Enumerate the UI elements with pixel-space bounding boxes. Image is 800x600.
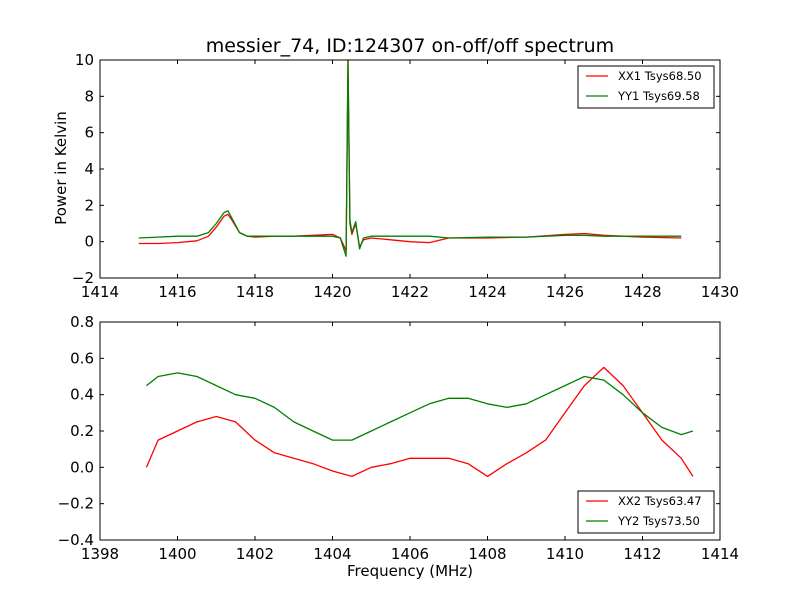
- series-line-1-1: [146, 372, 694, 441]
- top-chart: messier_74, ID:124307 on-off/off spectru…: [52, 35, 739, 301]
- top-plot-area: 1414 1416 1418 1420 1422 1424 1426 1428 1430 −2 0 2…: [72, 51, 739, 301]
- y-tick-label: 10: [75, 51, 94, 69]
- y-tick-label: 0: [84, 233, 94, 251]
- series-line-1-0: [145, 366, 694, 478]
- x-tick-label: 1414: [81, 283, 119, 301]
- y-tick-label: −0.2: [58, 495, 94, 513]
- legend-label-yy1: YY1 Tsys69.58: [617, 89, 700, 103]
- top-legend: XX1 Tsys68.50 YY1 Tsys69.58: [577, 65, 715, 109]
- x-tick-label: 1422: [391, 283, 429, 301]
- x-tick-label: 1416: [158, 283, 196, 301]
- x-axis-label: Frequency (MHz): [347, 562, 473, 580]
- legend-frame: [577, 65, 715, 109]
- bottom-axes-frame: [99, 321, 721, 541]
- legend-frame: [577, 490, 715, 534]
- x-tick-label: 1410: [546, 545, 584, 563]
- x-tick-label: 1408: [468, 545, 506, 563]
- x-tick-label: 1412: [623, 545, 661, 563]
- y-tick-label: −2: [72, 269, 94, 287]
- top-axes-frame: [99, 59, 721, 279]
- legend-label-xx2: XX2 Tsys63.47: [618, 494, 702, 508]
- x-tick-label: 1402: [236, 545, 274, 563]
- x-tick-label: 1406: [391, 545, 429, 563]
- x-tick-label: 1404: [313, 545, 351, 563]
- y-tick-label: 0.6: [70, 349, 94, 367]
- bottom-plot-area: 1398 1400 1402 1404 1406 1408 1410 1412 1414 −0.4…: [58, 313, 740, 563]
- y-tick-label: 4: [84, 160, 94, 178]
- x-tick-label: 1400: [158, 545, 196, 563]
- series-line-0-1: [138, 59, 682, 257]
- y-tick-label: 0.8: [70, 313, 94, 331]
- bottom-legend: XX2 Tsys63.47 YY2 Tsys73.50: [577, 490, 715, 534]
- x-tick-label: 1428: [623, 283, 661, 301]
- x-tick-label: 1398: [81, 545, 119, 563]
- y-tick-label: 0.0: [70, 458, 94, 476]
- y-tick-label: 6: [84, 124, 94, 142]
- y-axis-label: Power in Kelvin: [52, 111, 70, 225]
- y-tick-label: 8: [84, 87, 94, 105]
- y-tick-label: −0.4: [58, 531, 94, 549]
- legend-label-yy2: YY2 Tsys73.50: [617, 514, 700, 528]
- x-tick-label: 1426: [546, 283, 584, 301]
- y-tick-label: 0.4: [70, 386, 94, 404]
- x-tick-label: 1418: [236, 283, 274, 301]
- x-tick-label: 1424: [468, 283, 506, 301]
- y-tick-label: 0.2: [70, 422, 94, 440]
- x-tick-label: 1420: [313, 283, 351, 301]
- x-tick-label: 1430: [701, 283, 739, 301]
- chart-title: messier_74, ID:124307 on-off/off spectru…: [206, 35, 614, 57]
- legend-label-xx1: XX1 Tsys68.50: [618, 69, 702, 83]
- bottom-chart: Frequency (MHz) 1398 1400 1402 1404 1406 1408…: [58, 313, 740, 580]
- x-tick-label: 1414: [701, 545, 739, 563]
- y-tick-label: 2: [84, 196, 94, 214]
